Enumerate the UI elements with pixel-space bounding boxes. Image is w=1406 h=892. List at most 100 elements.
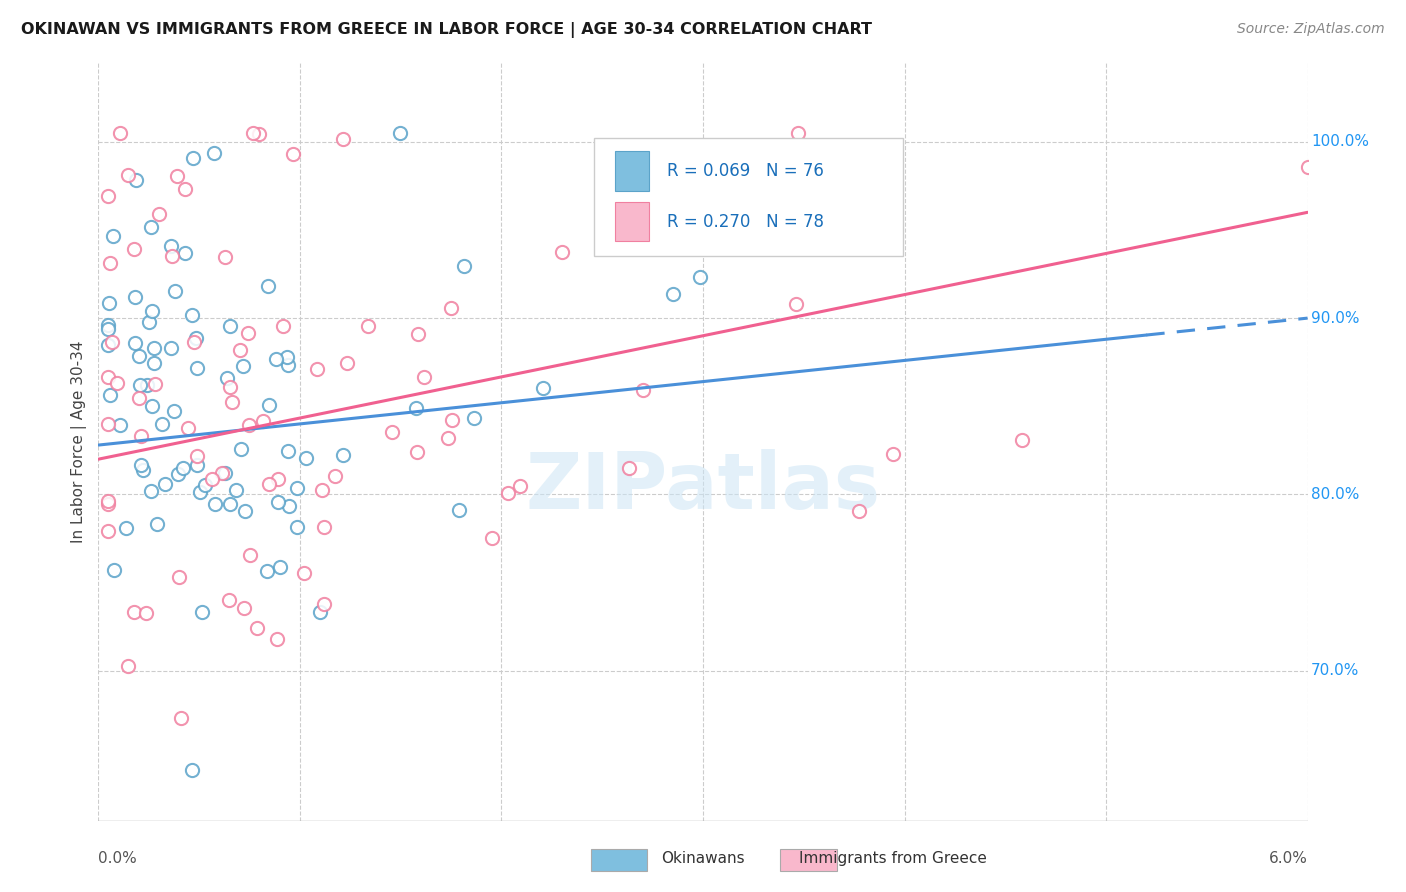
Point bbox=[143, 356, 166, 370]
Point bbox=[256, 565, 278, 579]
Point bbox=[141, 399, 163, 413]
Point bbox=[463, 410, 485, 425]
Text: 70.0%: 70.0% bbox=[1312, 664, 1360, 678]
Text: Source: ZipAtlas.com: Source: ZipAtlas.com bbox=[1237, 22, 1385, 37]
Point bbox=[177, 420, 200, 434]
Point bbox=[440, 413, 463, 427]
Text: 80.0%: 80.0% bbox=[1312, 487, 1360, 502]
Point bbox=[173, 245, 195, 260]
Point bbox=[277, 358, 299, 372]
Point bbox=[787, 126, 810, 140]
Point bbox=[356, 318, 378, 333]
Point bbox=[238, 417, 260, 432]
Point bbox=[159, 238, 181, 252]
Point bbox=[129, 429, 152, 443]
Point bbox=[269, 560, 291, 574]
Point bbox=[233, 504, 256, 518]
Point bbox=[531, 381, 554, 395]
Point bbox=[214, 466, 236, 480]
Point bbox=[138, 315, 160, 329]
Point bbox=[218, 593, 240, 607]
Point bbox=[437, 431, 460, 445]
Point bbox=[325, 469, 347, 483]
Point bbox=[117, 168, 139, 182]
Point bbox=[336, 356, 359, 370]
Point bbox=[186, 450, 208, 464]
Point bbox=[388, 126, 411, 140]
Point bbox=[150, 417, 173, 431]
Point bbox=[229, 442, 252, 457]
Point bbox=[194, 478, 217, 492]
Point bbox=[231, 359, 253, 374]
Point bbox=[292, 566, 315, 580]
Point bbox=[97, 338, 120, 352]
Point bbox=[170, 711, 193, 725]
Point bbox=[332, 132, 354, 146]
Point bbox=[257, 477, 280, 491]
Point bbox=[785, 297, 807, 311]
Point bbox=[219, 497, 242, 511]
Point bbox=[689, 269, 711, 284]
Point bbox=[221, 394, 243, 409]
Point bbox=[277, 499, 299, 513]
Point bbox=[276, 350, 298, 364]
Point bbox=[617, 461, 640, 475]
Point bbox=[259, 398, 281, 412]
Point bbox=[98, 388, 121, 402]
Point bbox=[245, 621, 267, 635]
Point bbox=[285, 481, 308, 495]
Y-axis label: In Labor Force | Age 30-34: In Labor Force | Age 30-34 bbox=[72, 340, 87, 543]
Point bbox=[129, 458, 152, 472]
Point bbox=[496, 486, 519, 500]
Point bbox=[266, 472, 288, 486]
Text: 100.0%: 100.0% bbox=[1312, 135, 1369, 149]
Point bbox=[695, 194, 717, 208]
Point bbox=[97, 370, 120, 384]
Point bbox=[285, 520, 308, 534]
Point bbox=[146, 517, 169, 532]
Point bbox=[128, 350, 150, 364]
Bar bbox=[614, 202, 648, 242]
Point bbox=[550, 245, 572, 260]
Point bbox=[139, 483, 162, 498]
Point bbox=[311, 483, 333, 497]
Point bbox=[236, 326, 259, 340]
Point bbox=[155, 477, 177, 491]
Point bbox=[186, 361, 208, 376]
Point bbox=[173, 182, 195, 196]
Point bbox=[190, 485, 212, 500]
Text: Immigrants from Greece: Immigrants from Greece bbox=[799, 851, 987, 865]
Point bbox=[509, 479, 531, 493]
Point bbox=[135, 378, 157, 392]
Point bbox=[267, 495, 290, 509]
Point bbox=[813, 153, 835, 168]
Point bbox=[166, 169, 188, 183]
Point bbox=[117, 659, 139, 673]
Point bbox=[631, 383, 654, 397]
Point bbox=[181, 763, 204, 777]
Point bbox=[239, 548, 262, 562]
Point bbox=[108, 418, 131, 433]
Point bbox=[97, 417, 120, 431]
Point bbox=[264, 352, 287, 367]
Point bbox=[181, 308, 204, 322]
Point bbox=[332, 448, 354, 462]
Point bbox=[232, 601, 254, 615]
Point bbox=[132, 463, 155, 477]
Point bbox=[108, 126, 131, 140]
Point bbox=[440, 301, 463, 316]
Point bbox=[167, 570, 190, 584]
Point bbox=[848, 504, 870, 518]
Point bbox=[103, 563, 125, 577]
Point bbox=[128, 378, 150, 392]
Point bbox=[143, 377, 166, 392]
Point bbox=[97, 496, 120, 510]
Point bbox=[142, 341, 165, 355]
Point bbox=[242, 126, 264, 140]
Point bbox=[406, 326, 429, 341]
Point bbox=[166, 467, 188, 481]
Point bbox=[219, 318, 242, 333]
Text: OKINAWAN VS IMMIGRANTS FROM GREECE IN LABOR FORCE | AGE 30-34 CORRELATION CHART: OKINAWAN VS IMMIGRANTS FROM GREECE IN LA… bbox=[21, 22, 872, 38]
Point bbox=[141, 304, 163, 318]
Point bbox=[124, 335, 146, 350]
